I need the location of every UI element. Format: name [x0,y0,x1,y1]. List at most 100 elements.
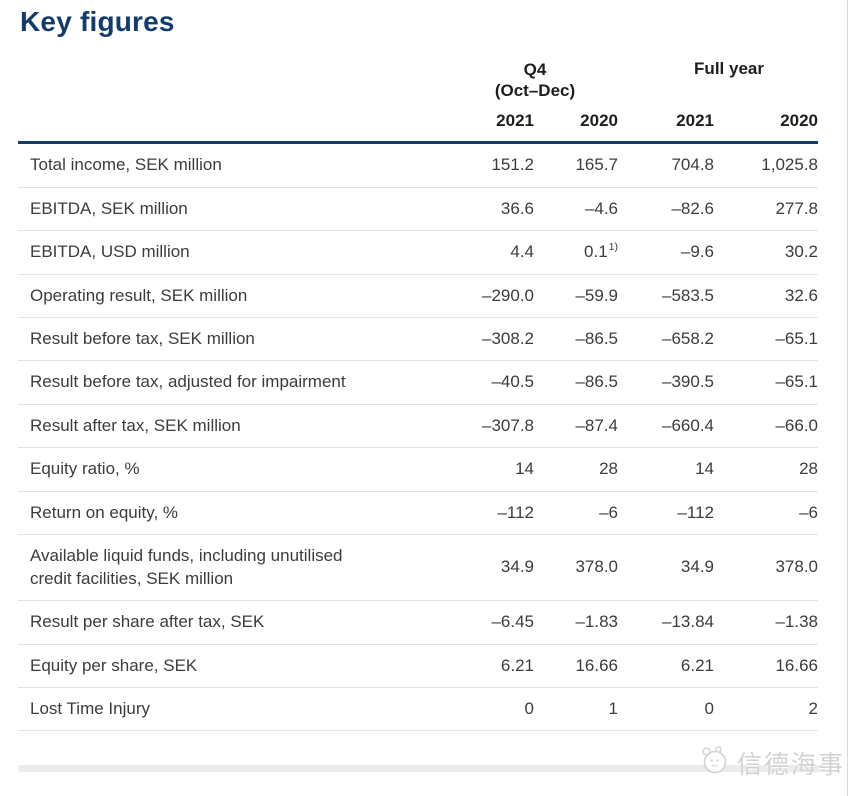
q4-label: Q4 [523,59,547,79]
value-cell: –390.5 [618,360,714,405]
table-row: Operating result, SEK million –290.0 –59.9… [18,274,819,319]
value-cell: 36.6 [388,187,534,232]
row-label: EBITDA, USD million [18,230,388,275]
value-cell: –65.1 [714,317,819,362]
value-cell: –307.8 [388,404,534,449]
table-row: Return on equity, % –112 –6 –112 –6 [18,491,819,536]
value-cell: 165.7 [534,142,618,188]
row-label: Lost Time Injury [18,687,388,732]
value-cell: –66.0 [714,404,819,449]
row-label: Result before tax, SEK million [18,317,388,362]
empty-corner-cell [18,58,388,105]
row-label: Total income, SEK million [18,142,388,188]
value-cell: 14 [618,447,714,492]
row-label: Equity ratio, % [18,447,388,492]
table-row: Result before tax, SEK million –308.2 –86.… [18,317,819,362]
table-body: Total income, SEK million 151.2 165.7 704.8… [18,142,819,732]
table-row: Result after tax, SEK million –307.8 –87.4… [18,404,819,449]
value-cell: 1 [534,687,618,732]
value-cell: 1,025.8 [714,142,819,188]
value-cell: 16.66 [534,644,618,688]
value-cell: 378.0 [714,534,819,602]
year-header-q4-2021: 2021 [388,105,534,145]
value-cell: 151.2 [388,142,534,188]
value-cell: –308.2 [388,317,534,362]
value-cell: –1.38 [714,600,819,645]
value-cell: 16.66 [714,644,819,688]
panda-circle-logo-icon [698,743,732,782]
value-cell: –82.6 [618,187,714,232]
value-cell: 0 [388,687,534,732]
year-header-fy-2021: 2021 [618,105,714,145]
value-cell: –4.6 [534,187,618,232]
year-header-row: 2021 2020 2021 2020 [18,105,819,145]
watermark-text: 信德海事 [736,750,845,779]
value-cell: –86.5 [534,360,618,405]
row-label: Result per share after tax, SEK [18,600,388,645]
full-year-group-header: Full year [618,58,818,105]
year-header-fy-2020: 2020 [714,105,819,145]
key-figures-table: Q4 (Oct–Dec) Full year 2021 2020 2021 20… [18,58,819,732]
value-cell: –86.5 [534,317,618,362]
value-cell: 4.4 [388,230,534,275]
table-row: Result per share after tax, SEK –6.45 –1.8… [18,600,819,645]
value-cell: 34.9 [388,534,534,602]
value-cell: –6 [534,491,618,536]
value-cell: 2 [714,687,819,732]
year-header-q4-2020: 2020 [534,105,618,145]
row-label: EBITDA, SEK million [18,187,388,232]
value-cell: –1.83 [534,600,618,645]
row-label: Result after tax, SEK million [18,404,388,449]
value-cell: 0 [618,687,714,732]
value-cell: –65.1 [714,360,819,405]
watermark: 信德海事 [698,743,845,782]
full-year-label: Full year [694,59,764,78]
value-cell: –112 [388,491,534,536]
table-row: EBITDA, USD million 4.4 0.11) –9.6 30.2 [18,230,819,275]
value-cell: 28 [534,447,618,492]
value-cell: –6.45 [388,600,534,645]
value-cell: –290.0 [388,274,534,319]
table-row: Total income, SEK million 151.2 165.7 704.8… [18,142,819,188]
footnote-mark: 1) [608,241,618,254]
value-cell: –40.5 [388,360,534,405]
row-label: Return on equity, % [18,491,388,536]
row-label: Operating result, SEK million [18,274,388,319]
value-cell: –583.5 [618,274,714,319]
value-cell: 0.11) [534,230,618,275]
value-cell: 6.21 [618,644,714,688]
value-cell: –112 [618,491,714,536]
q4-range-label: (Oct–Dec) [494,81,576,100]
page-title: Key figures [20,6,175,37]
table-row: Available liquid funds, including unutil… [18,534,819,602]
q4-group-header: Q4 (Oct–Dec) [388,58,618,105]
value-cell: –13.84 [618,600,714,645]
value-cell: 378.0 [534,534,618,602]
table-row: Equity ratio, % 14 28 14 28 [18,447,819,492]
value-cell: –660.4 [618,404,714,449]
value-cell: 34.9 [618,534,714,602]
watermark-bar [18,765,825,772]
value-cell: 32.6 [714,274,819,319]
row-label: Available liquid funds, including unutil… [18,534,388,602]
table-row: EBITDA, SEK million 36.6 –4.6 –82.6 277.8 [18,187,819,232]
table-header: Q4 (Oct–Dec) Full year 2021 2020 2021 20… [18,58,819,145]
empty-corner-cell [18,105,388,145]
value-cell: 30.2 [714,230,819,275]
table-row: Equity per share, SEK 6.21 16.66 6.21 16.66 [18,644,819,688]
row-label: Equity per share, SEK [18,644,388,688]
value-cell: –87.4 [534,404,618,449]
group-header-row: Q4 (Oct–Dec) Full year [18,58,818,105]
value-cell: 704.8 [618,142,714,188]
value-cell: –658.2 [618,317,714,362]
value-cell: 277.8 [714,187,819,232]
row-label: Result before tax, adjusted for impairme… [18,360,388,405]
value-cell: 14 [388,447,534,492]
value-cell: –6 [714,491,819,536]
value-cell: –59.9 [534,274,618,319]
table-row: Lost Time Injury 0 1 0 2 [18,687,819,732]
value-cell: 6.21 [388,644,534,688]
table-row: Result before tax, adjusted for impairme… [18,360,819,405]
value-cell: 28 [714,447,819,492]
